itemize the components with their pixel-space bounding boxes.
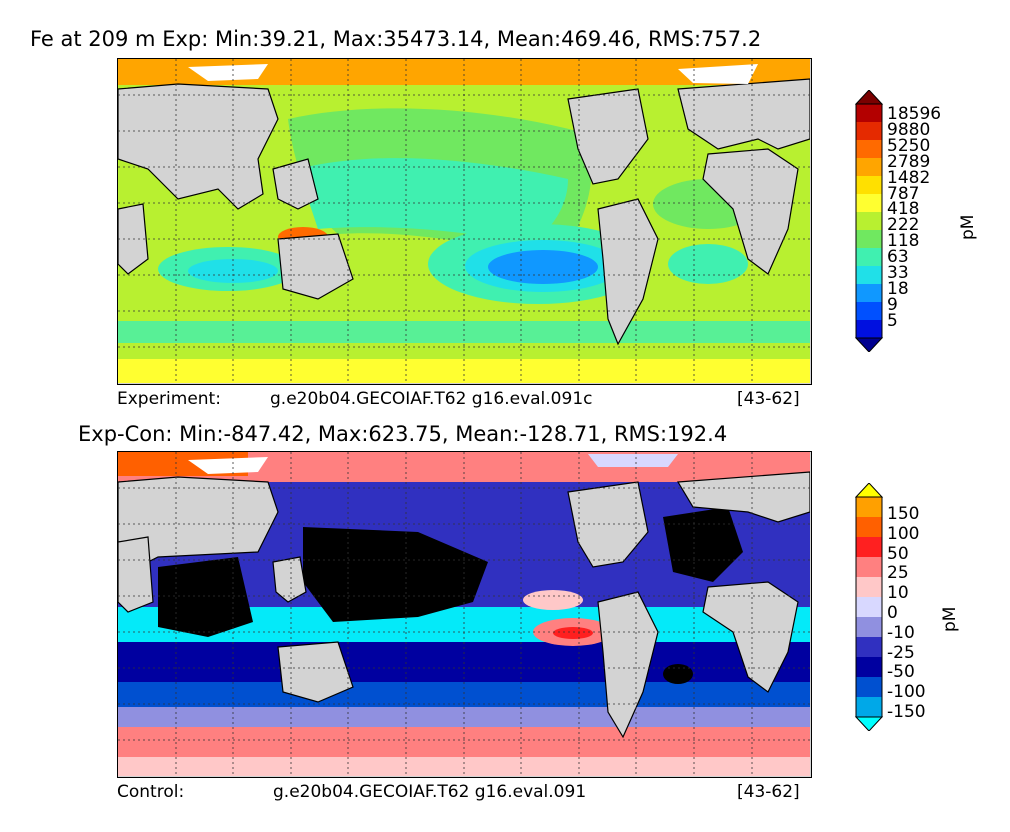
top-colorbar-tick-label: 18596	[887, 104, 942, 124]
top-colorbar-band	[856, 284, 882, 303]
top-colorbar-tick-label: 118	[887, 231, 920, 252]
top-caption-range: [43-62]	[737, 389, 800, 409]
top-colorbar-band	[856, 104, 882, 123]
bottom-map-title: Exp-Con: Min:-847.42, Max:623.75, Mean:-…	[78, 422, 728, 446]
top-colorbar-band	[856, 194, 882, 213]
bottom-colorbar-band	[856, 657, 882, 678]
top-colorbar-band	[856, 320, 882, 339]
bottom-colorbar-tick-label: -25	[887, 642, 915, 663]
top-colorbar-band	[856, 122, 882, 141]
top-colorbar-tick-label: 33	[887, 263, 909, 283]
top-colorbar-band	[856, 248, 882, 267]
bottom-colorbar-band	[856, 577, 882, 598]
bottom-colorbar-band	[856, 497, 882, 518]
graticule-bottom	[118, 452, 810, 776]
bottom-colorbar-band	[856, 517, 882, 538]
top-colorbar-arrow-bottom	[854, 337, 884, 353]
bottom-colorbar-tick-label: -10	[887, 622, 915, 643]
continents	[118, 78, 810, 346]
top-colorbar-band	[856, 302, 882, 321]
bottom-colorbar-band	[856, 597, 882, 618]
bottom-colorbar-band	[856, 697, 882, 718]
continents-bottom	[118, 471, 810, 739]
bottom-colorbar-band	[856, 637, 882, 658]
bottom-colorbar-band	[856, 677, 882, 698]
bottom-colorbar-band	[856, 557, 882, 578]
top-map-svg	[118, 59, 810, 383]
top-map-plot	[117, 58, 812, 385]
top-colorbar-tick-label: 2789	[887, 151, 931, 172]
bottom-colorbar-tick-label: -100	[887, 682, 926, 703]
top-colorbar-tick-label: 63	[887, 247, 909, 268]
graticule	[118, 59, 810, 383]
top-colorbar-band	[856, 266, 882, 285]
bottom-colorbar-band	[856, 617, 882, 638]
top-colorbar-tick-label: 18	[887, 278, 909, 299]
top-colorbar-tick-label: 787	[887, 183, 920, 204]
bottom-colorbar-tick-label: 25	[887, 563, 909, 584]
top-colorbar-tick-label: 9	[887, 294, 898, 315]
bottom-colorbar-tick-label: -50	[887, 662, 915, 683]
top-colorbar-band	[856, 230, 882, 249]
bottom-caption-range: [43-62]	[737, 782, 800, 802]
bottom-colorbar-band	[856, 537, 882, 558]
bottom-map-plot	[117, 451, 812, 778]
bottom-map-svg	[118, 452, 810, 776]
top-map-title: Fe at 209 m Exp: Min:39.21, Max:35473.14…	[30, 27, 762, 51]
top-colorbar-tick-label: 9880	[887, 119, 931, 140]
top-colorbar-arrow-top	[854, 89, 884, 105]
top-colorbar-tick-label: 418	[887, 199, 920, 220]
masked-regions	[158, 507, 743, 684]
top-colorbar-unit: pM	[958, 214, 978, 240]
bottom-colorbar	[854, 482, 885, 735]
bottom-colorbar-tick-label: 50	[887, 543, 909, 564]
bottom-colorbar-arrow-top	[854, 482, 884, 498]
top-colorbar-tick-label: 5250	[887, 135, 931, 156]
top-colorbar-tick-label: 5	[887, 310, 898, 331]
bottom-colorbar-tick-label: 0	[887, 603, 898, 623]
top-caption-label: Experiment:	[117, 389, 221, 409]
bottom-colorbar-tick-label: -150	[887, 702, 926, 722]
top-colorbar	[854, 89, 885, 356]
bottom-colorbar-unit: pM	[940, 606, 960, 632]
top-colorbar-band	[856, 158, 882, 177]
bottom-colorbar-tick-label: 150	[887, 504, 920, 524]
top-colorbar-svg	[854, 89, 884, 353]
top-colorbar-tick-label: 222	[887, 215, 920, 236]
bottom-caption-case: g.e20b04.GECOIAF.T62 g16.eval.091	[273, 782, 587, 802]
top-colorbar-tick-label: 1482	[887, 167, 931, 188]
bottom-colorbar-tick-label: 10	[887, 583, 909, 604]
bottom-colorbar-svg	[854, 482, 884, 732]
bottom-caption-label: Control:	[117, 782, 185, 802]
bottom-colorbar-tick-label: 100	[887, 523, 920, 544]
top-colorbar-band	[856, 212, 882, 231]
top-caption-case: g.e20b04.GECOIAF.T62 g16.eval.091c	[270, 389, 593, 409]
top-colorbar-band	[856, 140, 882, 159]
top-colorbar-band	[856, 176, 882, 195]
bottom-colorbar-arrow-bottom	[854, 716, 884, 732]
